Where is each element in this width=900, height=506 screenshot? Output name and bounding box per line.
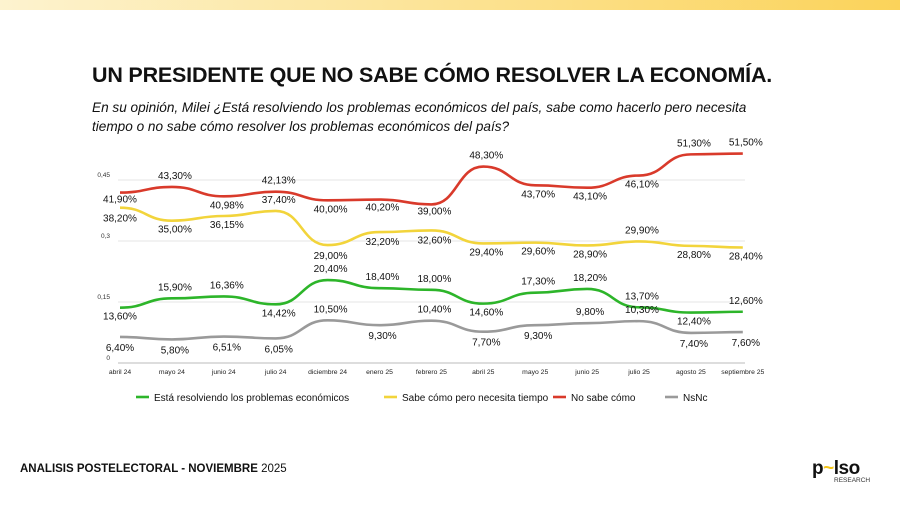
series-line-0 xyxy=(119,278,743,314)
data-label: 14,42% xyxy=(262,308,296,319)
data-label: 29,60% xyxy=(521,247,555,258)
footer-text: ANALISIS POSTELECTORAL - NOVIEMBRE 2025 xyxy=(20,463,287,475)
data-label: 13,70% xyxy=(625,291,659,302)
data-label: 29,40% xyxy=(469,247,503,258)
data-label: 32,20% xyxy=(366,237,400,248)
data-label: 5,80% xyxy=(161,345,189,356)
data-label: 15,90% xyxy=(158,282,192,293)
data-label: 20,40% xyxy=(314,264,348,275)
data-label: 13,60% xyxy=(103,312,137,323)
data-label: 28,40% xyxy=(729,252,763,263)
data-label: 32,60% xyxy=(417,235,451,246)
data-label: 39,00% xyxy=(417,206,451,217)
data-label: 40,20% xyxy=(366,203,400,214)
x-tick-label: septiembre 25 xyxy=(721,369,764,376)
x-tick-label: julio 25 xyxy=(627,369,650,376)
data-label: 10,40% xyxy=(417,305,451,316)
pulso-logo: p~lso RESEARCH xyxy=(812,458,872,488)
y-tick-label: 0,3 xyxy=(101,233,110,240)
logo-word: p~lso xyxy=(812,458,860,479)
data-label: 9,30% xyxy=(368,331,396,342)
data-label: 6,51% xyxy=(213,343,241,354)
data-label: 12,60% xyxy=(729,296,763,307)
data-label: 35,00% xyxy=(158,225,192,236)
legend-label: Está resolviendo los problemas económico… xyxy=(154,393,349,404)
data-label: 43,70% xyxy=(521,189,555,200)
top-accent-bar xyxy=(0,0,900,10)
footer-title: ANALISIS POSTELECTORAL - NOVIEMBRE xyxy=(20,463,258,475)
data-label: 46,10% xyxy=(625,180,659,191)
data-label: 16,36% xyxy=(210,280,244,291)
series-line-3 xyxy=(119,318,743,341)
x-tick-label: febrero 25 xyxy=(416,369,447,376)
y-tick-label: 0 xyxy=(106,355,110,362)
legend-label: No sabe cómo xyxy=(571,393,636,404)
logo-sub: RESEARCH xyxy=(834,477,871,484)
x-tick-label: diciembre 24 xyxy=(308,369,347,376)
x-tick-label: mayo 25 xyxy=(522,369,548,376)
data-label: 36,15% xyxy=(210,220,244,231)
data-label: 41,90% xyxy=(103,195,137,206)
data-label: 14,60% xyxy=(469,308,503,319)
data-label: 18,20% xyxy=(573,273,607,284)
x-tick-label: agosto 25 xyxy=(676,369,706,376)
data-label: 29,00% xyxy=(314,251,348,262)
data-label: 17,30% xyxy=(521,277,555,288)
data-label: 7,70% xyxy=(472,338,500,349)
data-label: 7,60% xyxy=(732,338,760,349)
x-tick-label: junio 25 xyxy=(574,369,599,376)
series-line-2 xyxy=(119,152,743,206)
line-chart: 0 0,15 0,3 0,45 abril 24 mayo 24 junio 24 julio… xyxy=(97,138,764,404)
data-label: 10,50% xyxy=(314,304,348,315)
data-label: 51,30% xyxy=(677,138,711,149)
data-label: 18,40% xyxy=(366,272,400,283)
data-label: 6,40% xyxy=(106,343,134,354)
page-subtitle: En su opinión, Milei ¿Está resolviendo l… xyxy=(92,100,747,134)
x-tick-label: enero 25 xyxy=(366,369,393,376)
legend-label: NsNc xyxy=(683,393,707,404)
footer-year: 2025 xyxy=(261,463,287,475)
data-label: 9,30% xyxy=(524,331,552,342)
x-tick-label: abril 24 xyxy=(109,369,132,376)
data-label: 43,10% xyxy=(573,192,607,203)
y-tick-label: 0,45 xyxy=(97,172,110,179)
data-label: 29,90% xyxy=(625,225,659,236)
y-tick-label: 0,15 xyxy=(97,294,110,301)
data-label: 42,13% xyxy=(262,176,296,187)
data-label: 40,98% xyxy=(210,200,244,211)
data-label: 48,30% xyxy=(469,151,503,162)
data-label: 51,50% xyxy=(729,138,763,149)
page-title: UN PRESIDENTE QUE NO SABE CÓMO RESOLVER … xyxy=(92,63,773,87)
data-label: 28,90% xyxy=(573,249,607,260)
data-label: 9,80% xyxy=(576,307,604,318)
x-tick-label: junio 24 xyxy=(211,369,236,376)
x-tick-label: mayo 24 xyxy=(159,369,185,376)
data-label: 12,40% xyxy=(677,317,711,328)
x-tick-label: abril 25 xyxy=(472,369,495,376)
series-line-1 xyxy=(119,206,743,249)
data-label: 43,30% xyxy=(158,171,192,182)
data-label: 40,00% xyxy=(314,204,348,215)
data-label: 37,40% xyxy=(262,195,296,206)
data-label: 6,05% xyxy=(265,344,293,355)
data-label: 10,30% xyxy=(625,305,659,316)
legend-label: Sabe cómo pero necesita tiempo xyxy=(402,393,549,404)
data-label: 7,40% xyxy=(680,339,708,350)
data-label: 28,80% xyxy=(677,250,711,261)
data-label: 38,20% xyxy=(103,214,137,225)
data-label: 18,00% xyxy=(417,274,451,285)
x-tick-label: julio 24 xyxy=(264,369,287,376)
